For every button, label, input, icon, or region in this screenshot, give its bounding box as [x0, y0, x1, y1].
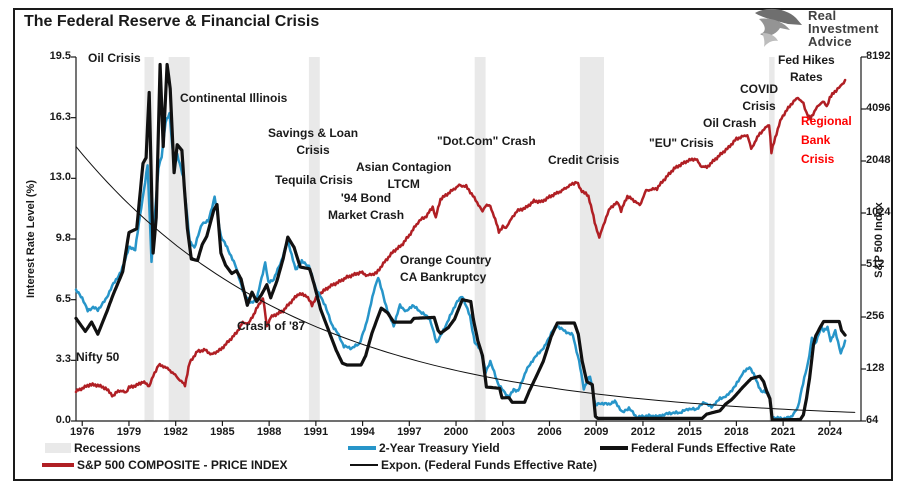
- brand-line: Real: [808, 7, 837, 23]
- legend-item-s-p-500-composite-price-index: S&P 500 COMPOSITE - PRICE INDEX: [42, 458, 288, 472]
- annotation-asian-contagion-ltcm: Asian Contagion LTCM: [356, 160, 452, 191]
- left-axis-tick-label: 9.8: [55, 232, 71, 244]
- x-axis-tick-label: 2021: [770, 426, 796, 438]
- left-axis-tick-label: 16.3: [49, 110, 71, 123]
- x-axis-tick-label: 1997: [397, 426, 422, 438]
- legend-item-2-year-treasury-yield: 2-Year Treasury Yield: [348, 441, 500, 455]
- x-axis-tick-label: 2006: [537, 426, 562, 438]
- left-axis-tick-label: 13.0: [49, 171, 71, 184]
- recession-band: [308, 57, 320, 421]
- x-axis-tick-label: 1988: [256, 426, 282, 438]
- left-axis-title: Interest Rate Level (%): [25, 180, 37, 298]
- right-axis-tick-label: 128: [866, 362, 885, 374]
- recession-band: [579, 57, 604, 421]
- recession-band: [474, 57, 486, 421]
- annotation-continental-illinois: Continental Illinois: [180, 91, 288, 105]
- right-axis-tick-label: 4096: [866, 102, 891, 114]
- annotation-savings-loan-crisis: Savings & Loan Crisis: [268, 126, 359, 157]
- x-axis-tick-label: 2000: [443, 426, 469, 438]
- left-axis-tick-label: 3.3: [55, 353, 71, 366]
- annotation-credit-crisis: Credit Crisis: [548, 153, 620, 167]
- legend-swatch: [45, 443, 71, 453]
- recession-band: [144, 57, 154, 421]
- annotation-crash-of-87: Crash of '87: [237, 319, 306, 333]
- annotation-nifty-50: Nifty 50: [76, 350, 120, 364]
- chart-title: The Federal Reserve & Financial Crisis: [24, 13, 320, 30]
- x-axis-tick-label: 2003: [490, 426, 515, 438]
- legend-label: 2-Year Treasury Yield: [379, 441, 500, 455]
- brand-line: Advice: [808, 33, 852, 49]
- x-axis-tick-label: 1994: [350, 426, 375, 438]
- brand-line: Investment: [808, 20, 879, 36]
- legend-label: Expon. (Federal Funds Effective Rate): [381, 458, 598, 472]
- legend-label: Recessions: [74, 441, 141, 455]
- x-axis-tick-label: 1979: [116, 426, 142, 438]
- legend-label: Federal Funds Effective Rate: [631, 441, 796, 455]
- x-axis-tick-label: 1985: [210, 426, 235, 438]
- annotation-oil-crash: Oil Crash: [703, 116, 757, 130]
- x-axis-tick-label: 1991: [303, 426, 329, 438]
- annotation-orange-country-ca-bankruptcy: Orange Country CA Bankruptcy: [400, 253, 492, 284]
- annotation-fed-hikes-rates: Fed Hikes Rates: [778, 53, 835, 84]
- ria-eagle-icon: [755, 8, 802, 47]
- legend-item-federal-funds-effective-rate: Federal Funds Effective Rate: [600, 441, 796, 455]
- legend-label: S&P 500 COMPOSITE - PRICE INDEX: [77, 458, 288, 472]
- left-axis-tick-label: 6.5: [55, 292, 71, 305]
- legend-swatch: [348, 446, 376, 450]
- x-axis-tick-label: 2012: [630, 426, 656, 438]
- right-axis-title: S&P 500 Index: [873, 202, 885, 278]
- x-axis-tick-label: 2024: [817, 426, 843, 438]
- right-axis-tick-label: 1024: [866, 206, 891, 218]
- right-axis-tick-label: 2048: [866, 154, 891, 166]
- annotation-covid-crisis: COVID Crisis: [740, 82, 779, 113]
- left-axis-tick-label: 19.5: [49, 50, 71, 62]
- brand-logo: Real Investment Advice: [752, 5, 892, 51]
- legend-swatch: [600, 446, 628, 450]
- annotation-regional-bank-crisis: Regional Bank Crisis: [801, 114, 852, 166]
- recession-band: [769, 57, 775, 421]
- right-axis-tick-label: 8192: [866, 50, 891, 62]
- right-axis-tick-label: 512: [866, 258, 885, 270]
- x-axis-tick-label: 1976: [69, 426, 95, 438]
- annotation-dot-com-crash: "Dot.Com" Crash: [437, 134, 536, 148]
- x-axis-tick-label: 2015: [677, 426, 702, 438]
- annotation-tequila-crisis: Tequila Crisis: [275, 173, 353, 187]
- series-line-federal-funds-effective-rate: [74, 62, 847, 422]
- brand-name: Real Investment Advice: [808, 9, 879, 48]
- legend-swatch: [42, 463, 74, 467]
- x-axis-tick-label: 1982: [163, 426, 188, 438]
- right-axis-tick-label: 64: [866, 414, 879, 426]
- annotation-oil-crisis: Oil Crisis: [88, 51, 141, 65]
- series-line-s-p-500-composite-price-index: [74, 78, 847, 398]
- annotation-eu-crisis: "EU" Crisis: [649, 136, 714, 150]
- legend-item-expon-federal-funds-effective-rate: Expon. (Federal Funds Effective Rate): [350, 458, 597, 472]
- legend-item-recessions: Recessions: [45, 441, 141, 455]
- legend-swatch: [350, 464, 378, 466]
- left-axis-tick-label: 0.0: [55, 414, 71, 426]
- series-line-expon-federal-funds-effective-rate: [75, 146, 856, 413]
- annotation-94-bond-market-crash: '94 Bond Market Crash: [328, 191, 405, 222]
- x-axis-tick-label: 2018: [724, 426, 749, 438]
- x-axis-tick-label: 2009: [583, 426, 609, 438]
- right-axis-tick-label: 256: [866, 310, 885, 322]
